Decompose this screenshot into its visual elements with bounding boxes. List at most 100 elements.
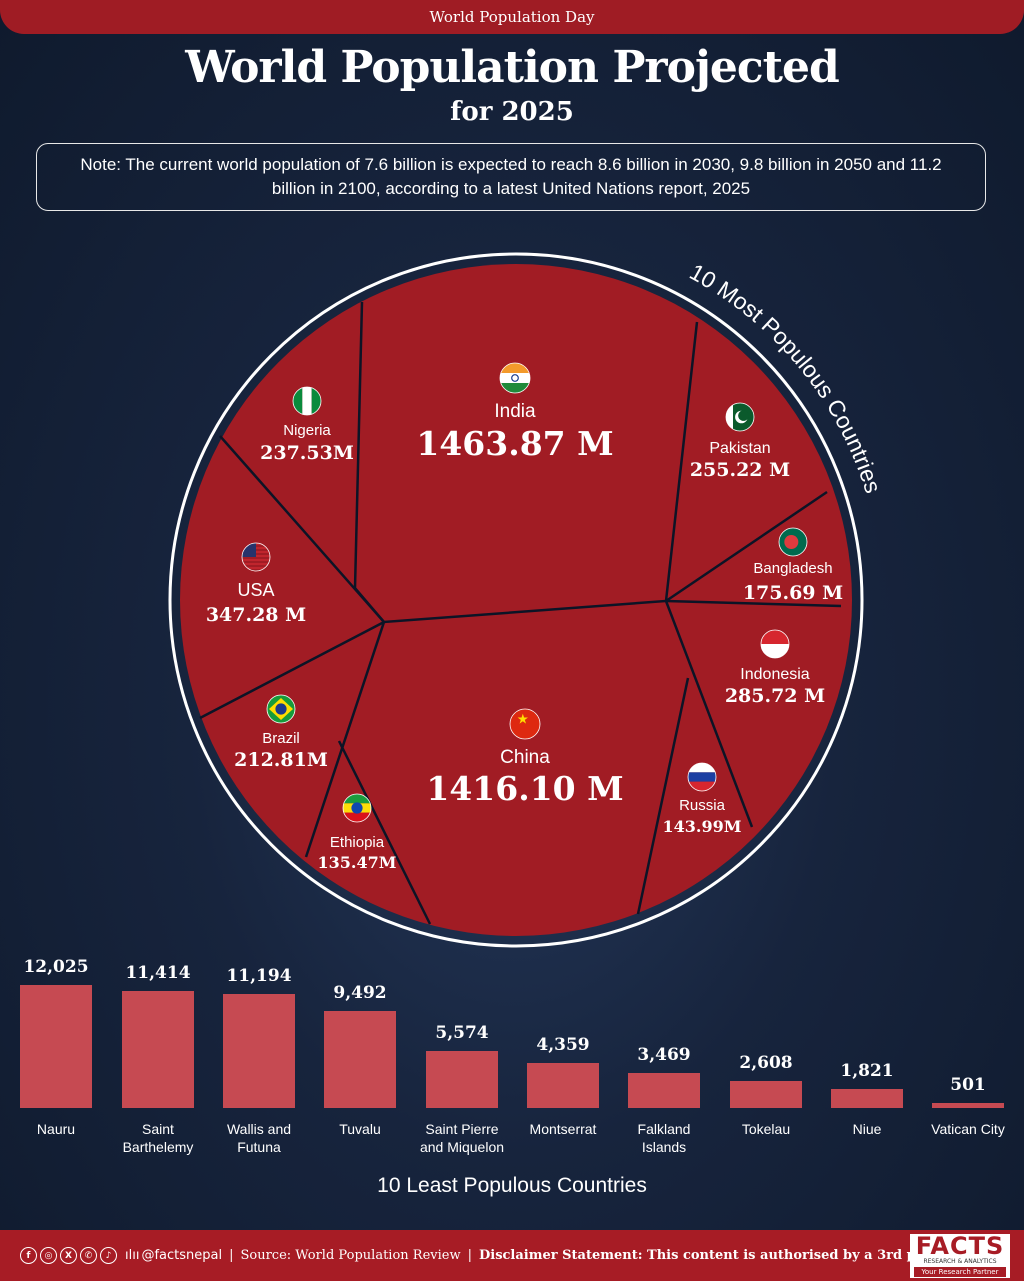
svg-text:★: ★ [517,711,529,727]
ethiopia-flag-icon [343,794,371,822]
country-value: 255.22 M [690,459,790,481]
social-icons: f ◎ X ✆ ♪ [20,1247,117,1264]
cell-border [337,740,432,925]
bar-category-label: Tuvalu [339,1121,381,1137]
bar-value-label: 501 [950,1074,986,1095]
cell-ethiopia: Ethiopia 135.47M [318,793,397,872]
disclaimer-text: Disclaimer Statement: This content is au… [478,1248,948,1263]
x-icon[interactable]: X [60,1247,77,1264]
bar-value-label: 1,821 [840,1061,894,1082]
bar-value-label: 11,194 [226,965,292,986]
instagram-icon[interactable]: ◎ [40,1247,57,1264]
bar-category-label: Nauru [36,1121,76,1137]
country-name: Pakistan [709,440,770,457]
country-name: Brazil [262,730,300,747]
country-name: Nigeria [283,422,331,439]
least-populous-title: 10 Least Populous Countries [377,1174,647,1197]
bar [122,991,194,1108]
country-value: 1463.87 M [416,424,613,463]
country-value: 212.81M [234,749,328,771]
country-name: Ethiopia [330,834,385,851]
pakistan-flag-icon [726,403,754,431]
footer: f ◎ X ✆ ♪ ılıı @factsnepal | Source: Wor… [0,1230,1024,1281]
bar-group: 2,608 Tokelau [716,940,816,1170]
facebook-icon[interactable]: f [20,1247,37,1264]
top-banner: World Population Day [0,0,1024,34]
country-name: USA [237,580,274,600]
country-value: 1416.10 M [426,769,623,808]
bar-category-label: Wallis and Futuna [226,1121,292,1155]
cell-border [665,490,828,603]
bar-group: 4,359 Montserrat [513,940,613,1170]
country-name: India [494,401,536,422]
bar-value-label: 9,492 [333,982,387,1003]
cell-border [636,677,690,915]
country-value: 135.47M [318,853,397,872]
cell-bangladesh: Bangladesh 175.69 M [743,527,843,604]
page-subtitle: for 2025 [450,97,574,127]
bar-value-label: 2,608 [739,1053,793,1074]
cell-indonesia: Indonesia 285.72 M [725,629,825,707]
brazil-flag-icon [267,695,295,723]
cell-brazil: Brazil 212.81M [234,694,328,771]
bar-value-label: 11,414 [125,963,191,984]
cell-border [665,599,842,608]
bar-category-label: Montserrat [529,1121,597,1137]
divider: | [229,1248,234,1263]
bar-group: 501 Vatican City [918,940,1018,1170]
bar-value-label: 4,359 [536,1035,590,1056]
country-value: 347.28 M [206,604,306,626]
country-name: China [500,747,550,768]
bar-value-label: 12,025 [23,957,89,977]
country-value: 237.53M [260,442,354,464]
outer-ring [168,252,864,948]
bar-group: 1,821 Niue [817,940,917,1170]
banner-text: World Population Day [429,8,595,26]
bar [932,1102,1004,1108]
cell-border [664,600,754,828]
bar [20,985,92,1108]
bar-group: 9,492 Tuvalu [310,940,410,1170]
tiktok-icon[interactable]: ♪ [100,1247,117,1264]
bar-group: 11,194 Wallis and Futuna [209,940,309,1170]
india-flag-icon [500,363,530,393]
cell-pakistan: Pakistan 255.22 M [690,402,790,481]
bar-group: 12,025 Nauru [6,940,106,1170]
whatsapp-icon[interactable]: ✆ [80,1247,97,1264]
bar-group: 11,414 Saint Barthelemy [108,940,208,1170]
country-value: 285.72 M [725,685,825,707]
cell-nigeria: Nigeria 237.53M [260,386,354,464]
bar-category-label: Tokelau [741,1121,791,1137]
bar [527,1063,599,1108]
bar [730,1081,802,1108]
page-title: World Population Projected [185,42,840,93]
bangladesh-flag-icon [779,528,807,556]
handle[interactable]: ılıı @factsnepal [125,1248,222,1263]
china-flag-icon: ★ [510,709,540,739]
country-value: 143.99M [663,817,742,836]
bar-category-label: Niue [852,1121,882,1137]
country-name: Indonesia [740,666,809,683]
handle-text: @factsnepal [141,1248,223,1263]
bar-category-label: Saint Pierre and Miquelon [419,1121,505,1155]
bar-value-label: 3,469 [637,1044,691,1065]
country-value: 175.69 M [743,582,843,604]
cell-usa: USA 347.28 M [206,542,306,626]
russia-flag-icon [688,763,716,791]
source-text: Source: World Population Review [240,1248,461,1263]
bars-logo-icon: ılıı [125,1248,140,1263]
logo-tagline: Your Research Partner [914,1267,1006,1277]
note-box: Note: The current world population of 7.… [36,143,986,211]
bar-category-label: Saint Barthelemy [122,1121,194,1155]
cell-russia: Russia 143.99M [663,762,742,836]
bar-category-label: Vatican City [931,1121,1005,1137]
cell-border [304,621,386,858]
indonesia-flag-icon [761,630,789,658]
bar-category-label: Falkland Islands [637,1121,691,1155]
bar [628,1072,700,1108]
bar [831,1089,903,1108]
bar [223,993,295,1108]
logo-sub: RESEARCH & ANALYTICS [923,1258,997,1265]
